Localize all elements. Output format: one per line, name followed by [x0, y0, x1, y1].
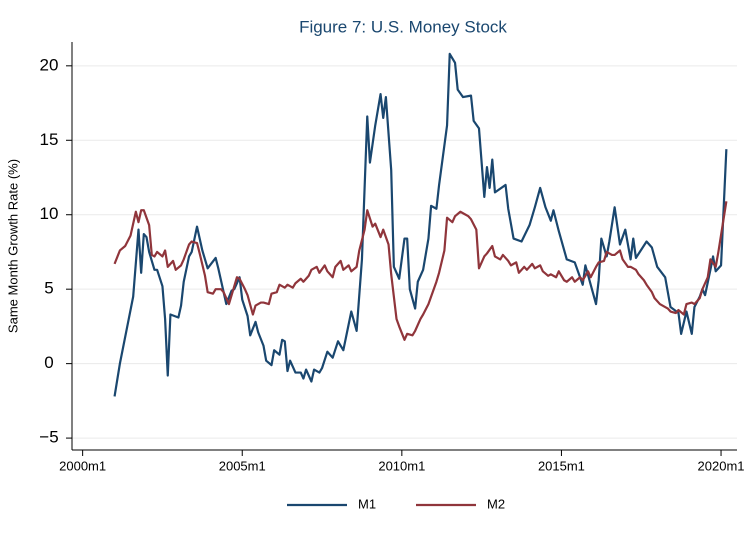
y-tick-label: 15: [40, 130, 59, 149]
x-tick-label: 2010m1: [378, 458, 425, 473]
y-axis-title: Same Month Growth Rate (%): [5, 159, 20, 333]
y-tick-label: 10: [40, 204, 59, 223]
x-tick-label: 2015m1: [538, 458, 585, 473]
chart-title: Figure 7: U.S. Money Stock: [299, 17, 507, 36]
x-tick-label: 2020m1: [698, 458, 745, 473]
legend-label: M1: [358, 496, 376, 511]
line-m1: [113, 52, 728, 397]
x-tick-label: 2005m1: [219, 458, 266, 473]
y-tick-label: −5: [39, 428, 58, 447]
legend-label: M2: [487, 496, 505, 511]
y-tick-label: 5: [44, 279, 53, 298]
x-tick-label: 2000m1: [59, 458, 106, 473]
line-m2: [113, 201, 728, 341]
y-tick-label: 20: [40, 55, 59, 74]
y-tick-label: 0: [44, 353, 53, 372]
